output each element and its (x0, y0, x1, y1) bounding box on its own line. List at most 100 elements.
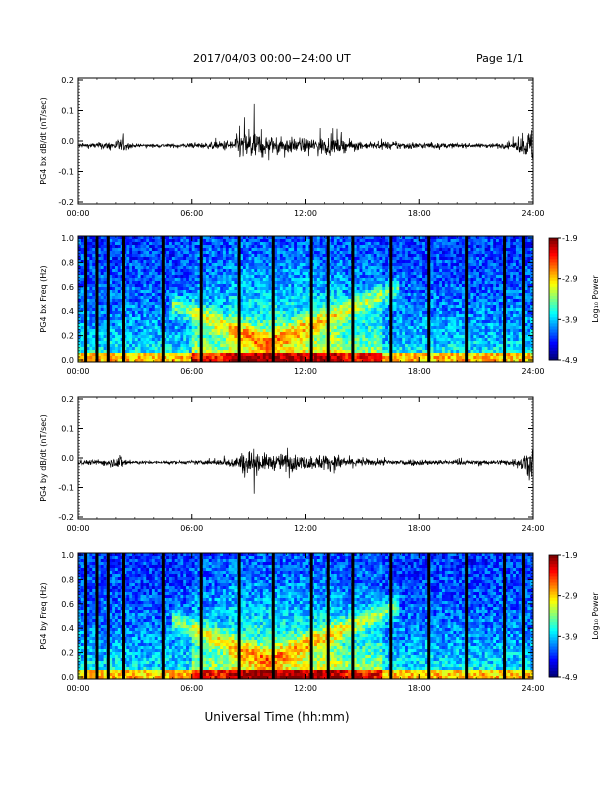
heatmap-cell (117, 257, 122, 261)
heatmap-cell (180, 251, 184, 255)
heatmap-cell (151, 251, 156, 255)
heatmap-cell (242, 269, 247, 273)
heatmap-cell (342, 269, 346, 273)
heatmap-cell (402, 287, 406, 291)
heatmap-cell (353, 341, 358, 345)
heatmap-cell (376, 347, 380, 351)
heatmap-cell (294, 344, 298, 348)
heatmap-cell (214, 260, 218, 264)
heatmap-cell (166, 290, 170, 294)
heatmap-cell (277, 281, 281, 285)
heatmap-cell (228, 356, 232, 360)
heatmap-cell (126, 347, 130, 351)
heatmap-cell (217, 296, 221, 300)
heatmap-cell (217, 326, 221, 330)
heatmap-cell (103, 335, 107, 339)
heatmap-cell (314, 344, 318, 348)
heatmap-cell (183, 251, 187, 255)
heatmap-cell (157, 299, 161, 303)
heatmap-cell (86, 281, 90, 285)
heatmap-cell (282, 311, 286, 315)
heatmap-cell (348, 269, 352, 273)
heatmap-cell (234, 320, 238, 324)
heatmap-cell (268, 320, 272, 324)
heatmap-cell (137, 326, 141, 330)
heatmap-cell (80, 305, 85, 309)
heatmap-cell (311, 290, 315, 294)
heatmap-cell (143, 353, 147, 357)
heatmap-cell (97, 287, 102, 291)
heatmap-cell (109, 317, 113, 321)
heatmap-cell (149, 332, 153, 336)
heatmap-cell (163, 335, 167, 339)
heatmap-cell (333, 311, 338, 315)
heatmap-cell (319, 311, 323, 315)
heatmap-cell (140, 329, 144, 333)
heatmap-cell (294, 302, 298, 306)
heatmap-cell (225, 254, 230, 258)
heatmap-cell (348, 236, 352, 240)
heatmap-cell (186, 281, 190, 285)
heatmap-cell (362, 311, 366, 315)
heatmap-cell (345, 335, 349, 339)
heatmap-cell (328, 293, 332, 297)
heatmap-cell (385, 311, 389, 315)
heatmap-cell (220, 272, 224, 276)
heatmap-cell (302, 242, 306, 246)
heatmap-cell (382, 284, 386, 288)
y-tick-label: -0.2 (58, 198, 74, 207)
heatmap-cell (294, 236, 298, 240)
heatmap-cell (296, 287, 301, 291)
heatmap-cell (171, 257, 176, 261)
heatmap-cell (279, 245, 284, 249)
heatmap-cell (80, 296, 85, 300)
heatmap-cell (214, 317, 218, 321)
heatmap-cell (379, 242, 383, 246)
heatmap-cell (396, 242, 400, 246)
heatmap-cell (359, 305, 363, 309)
heatmap-cell (171, 248, 176, 252)
heatmap-cell (205, 242, 210, 246)
heatmap-cell (86, 335, 90, 339)
heatmap-cell (231, 323, 235, 327)
heatmap-cell (163, 239, 167, 243)
heatmap-cell (299, 287, 304, 291)
heatmap-cell (129, 293, 133, 297)
heatmap-cell (163, 236, 167, 240)
heatmap-cell (123, 251, 127, 255)
heatmap-cell (197, 323, 201, 327)
heatmap-cell (132, 290, 136, 294)
heatmap-cell (151, 320, 156, 324)
heatmap-cell (225, 263, 230, 267)
heatmap-cell (129, 272, 133, 276)
heatmap-cell (166, 347, 170, 351)
heatmap-cell (248, 302, 252, 306)
heatmap-cell (132, 284, 136, 288)
heatmap-cell (365, 266, 369, 270)
heatmap-cell (123, 266, 127, 270)
heatmap-cell (92, 245, 96, 249)
heatmap-cell (214, 344, 218, 348)
heatmap-cell (299, 311, 304, 315)
heatmap-cell (322, 245, 326, 249)
heatmap-cell (248, 347, 252, 351)
heatmap-cell (146, 341, 150, 345)
heatmap-cell (203, 338, 207, 342)
heatmap-cell (231, 299, 235, 303)
heatmap-cell (132, 350, 136, 354)
heatmap-cell (180, 320, 184, 324)
heatmap-cell (302, 251, 306, 255)
heatmap-cell (186, 272, 190, 276)
heatmap-cell (143, 254, 147, 258)
heatmap-cell (399, 323, 403, 327)
heatmap-cell (154, 299, 159, 303)
heatmap-cell (197, 293, 201, 297)
heatmap-cell (285, 296, 289, 300)
heatmap-cell (126, 341, 130, 345)
heatmap-cell (288, 308, 292, 312)
heatmap-cell (231, 326, 235, 330)
heatmap-cell (123, 275, 127, 279)
heatmap-cell (151, 317, 156, 321)
heatmap-cell (208, 338, 213, 342)
heatmap-cell (231, 335, 235, 339)
